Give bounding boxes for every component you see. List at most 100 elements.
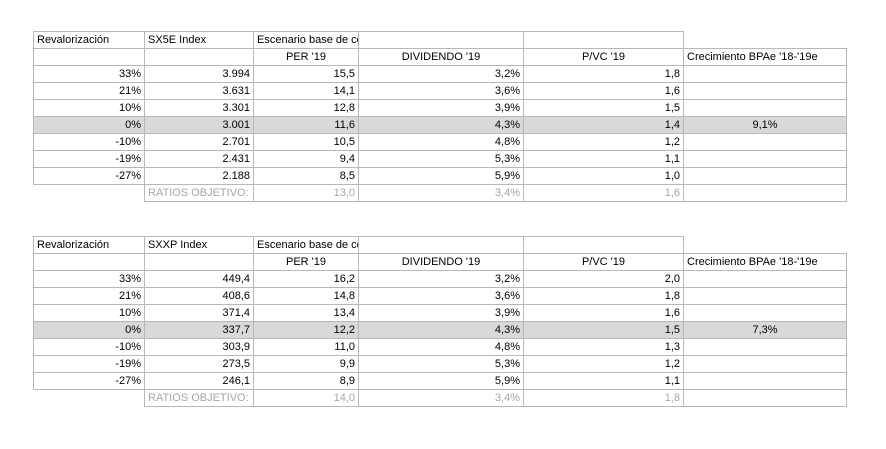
table-row: 10% 3.301 12,8 3,9% 1,5 bbox=[33, 99, 847, 117]
reval-cell: -27% bbox=[33, 167, 145, 185]
blank-cell bbox=[33, 389, 145, 407]
table-row: -27% 246,1 8,9 5,9% 1,1 bbox=[33, 372, 847, 390]
empty-cell bbox=[683, 184, 847, 202]
dividend-cell: 5,9% bbox=[358, 167, 524, 185]
ratios-dividend: 3,4% bbox=[358, 184, 524, 202]
table-row: 10% 371,4 13,4 3,9% 1,6 bbox=[33, 304, 847, 322]
dividend-cell: 3,9% bbox=[358, 304, 524, 322]
reval-cell: -19% bbox=[33, 150, 145, 168]
growth-cell bbox=[683, 338, 847, 356]
growth-cell bbox=[683, 270, 847, 288]
per-header: PER '19 bbox=[253, 48, 359, 66]
table-row: -10% 303,9 11,0 4,8% 1,3 bbox=[33, 338, 847, 356]
growth-cell: 9,1% bbox=[683, 116, 847, 134]
per-cell: 8,5 bbox=[253, 167, 359, 185]
dividend-cell: 4,8% bbox=[358, 133, 524, 151]
reval-cell: 10% bbox=[33, 99, 145, 117]
header-row: Revalorización SX5E Index Escenario base d… bbox=[33, 31, 847, 49]
growth-cell bbox=[683, 65, 847, 83]
ratios-per: 13,0 bbox=[253, 184, 359, 202]
growth-cell bbox=[683, 287, 847, 305]
index-cell: 371,4 bbox=[144, 304, 254, 322]
growth-header: Crecimiento BPAe '18-'19e bbox=[683, 253, 847, 271]
per-cell: 10,5 bbox=[253, 133, 359, 151]
ratios-row: RATIOS OBJETIVO: 14,0 3,4% 1,8 bbox=[33, 389, 847, 407]
ratios-label: RATIOS OBJETIVO: bbox=[144, 389, 254, 407]
pvc-cell: 1,2 bbox=[523, 355, 684, 373]
ratios-pvc: 1,6 bbox=[523, 184, 684, 202]
index-cell: 3.001 bbox=[144, 116, 254, 134]
blank-cell bbox=[33, 184, 145, 202]
ratios-row: RATIOS OBJETIVO: 13,0 3,4% 1,6 bbox=[33, 184, 847, 202]
dividend-cell: 5,9% bbox=[358, 372, 524, 390]
growth-cell bbox=[683, 99, 847, 117]
per-cell: 12,2 bbox=[253, 321, 359, 339]
table-row: 21% 3.631 14,1 3,6% 1,6 bbox=[33, 82, 847, 100]
index-cell: 3.631 bbox=[144, 82, 254, 100]
dividend-cell: 4,3% bbox=[358, 116, 524, 134]
per-cell: 9,9 bbox=[253, 355, 359, 373]
pvc-cell: 1,6 bbox=[523, 82, 684, 100]
empty-cell bbox=[33, 48, 145, 66]
dividend-cell: 4,8% bbox=[358, 338, 524, 356]
index-cell: 2.431 bbox=[144, 150, 254, 168]
pvc-cell: 1,1 bbox=[523, 150, 684, 168]
pvc-cell: 1,4 bbox=[523, 116, 684, 134]
pvc-cell: 1,0 bbox=[523, 167, 684, 185]
pvc-cell: 1,1 bbox=[523, 372, 684, 390]
per-cell: 14,8 bbox=[253, 287, 359, 305]
ratios-pvc: 1,8 bbox=[523, 389, 684, 407]
index-cell: 408,6 bbox=[144, 287, 254, 305]
reval-cell: 21% bbox=[33, 82, 145, 100]
reval-cell: -19% bbox=[33, 355, 145, 373]
empty-cell bbox=[144, 48, 254, 66]
table-row: 33% 449,4 16,2 3,2% 2,0 bbox=[33, 270, 847, 288]
column-header-row: PER '19 DIVIDENDO '19 P/VC '19 Crecimiento … bbox=[33, 48, 847, 66]
pvc-cell: 1,5 bbox=[523, 99, 684, 117]
dividend-cell: 3,9% bbox=[358, 99, 524, 117]
dividend-header: DIVIDENDO '19 bbox=[358, 48, 524, 66]
scenario-header-fill bbox=[358, 236, 524, 254]
per-cell: 12,8 bbox=[253, 99, 359, 117]
reval-cell: 10% bbox=[33, 304, 145, 322]
table-row: 0% 337,7 12,2 4,3% 1,5 7,3% bbox=[33, 321, 847, 339]
pvc-cell: 1,6 bbox=[523, 304, 684, 322]
index-cell: 2.701 bbox=[144, 133, 254, 151]
ratios-per: 14,0 bbox=[253, 389, 359, 407]
index-cell: 273,5 bbox=[144, 355, 254, 373]
table-row: -19% 2.431 9,4 5,3% 1,1 bbox=[33, 150, 847, 168]
per-cell: 15,5 bbox=[253, 65, 359, 83]
growth-cell: 7,3% bbox=[683, 321, 847, 339]
dividend-cell: 4,3% bbox=[358, 321, 524, 339]
per-cell: 14,1 bbox=[253, 82, 359, 100]
index-header: SXXP Index bbox=[144, 236, 254, 254]
index-header: SX5E Index bbox=[144, 31, 254, 49]
reval-header: Revalorización bbox=[33, 236, 145, 254]
reval-cell: 0% bbox=[33, 116, 145, 134]
table-row: -27% 2.188 8,5 5,9% 1,0 bbox=[33, 167, 847, 185]
dividend-cell: 3,2% bbox=[358, 65, 524, 83]
pvc-cell: 1,2 bbox=[523, 133, 684, 151]
dividend-header: DIVIDENDO '19 bbox=[358, 253, 524, 271]
empty-cell bbox=[33, 253, 145, 271]
growth-cell bbox=[683, 167, 847, 185]
reval-cell: 21% bbox=[33, 287, 145, 305]
reval-header: Revalorización bbox=[33, 31, 145, 49]
table-row: -10% 2.701 10,5 4,8% 1,2 bbox=[33, 133, 847, 151]
scenario-header-fill bbox=[358, 31, 524, 49]
growth-cell bbox=[683, 82, 847, 100]
growth-cell bbox=[683, 372, 847, 390]
dividend-cell: 5,3% bbox=[358, 150, 524, 168]
growth-header: Crecimiento BPAe '18-'19e bbox=[683, 48, 847, 66]
per-cell: 8,9 bbox=[253, 372, 359, 390]
dividend-cell: 3,2% bbox=[358, 270, 524, 288]
header-row: Revalorización SXXP Index Escenario base d… bbox=[33, 236, 847, 254]
per-cell: 11,0 bbox=[253, 338, 359, 356]
reval-cell: 0% bbox=[33, 321, 145, 339]
pvc-cell: 1,3 bbox=[523, 338, 684, 356]
index-cell: 2.188 bbox=[144, 167, 254, 185]
reval-cell: 33% bbox=[33, 270, 145, 288]
ratios-dividend: 3,4% bbox=[358, 389, 524, 407]
valuation-table-sxxp: Revalorización SXXP Index Escenario base d… bbox=[33, 236, 847, 407]
growth-cell bbox=[683, 304, 847, 322]
